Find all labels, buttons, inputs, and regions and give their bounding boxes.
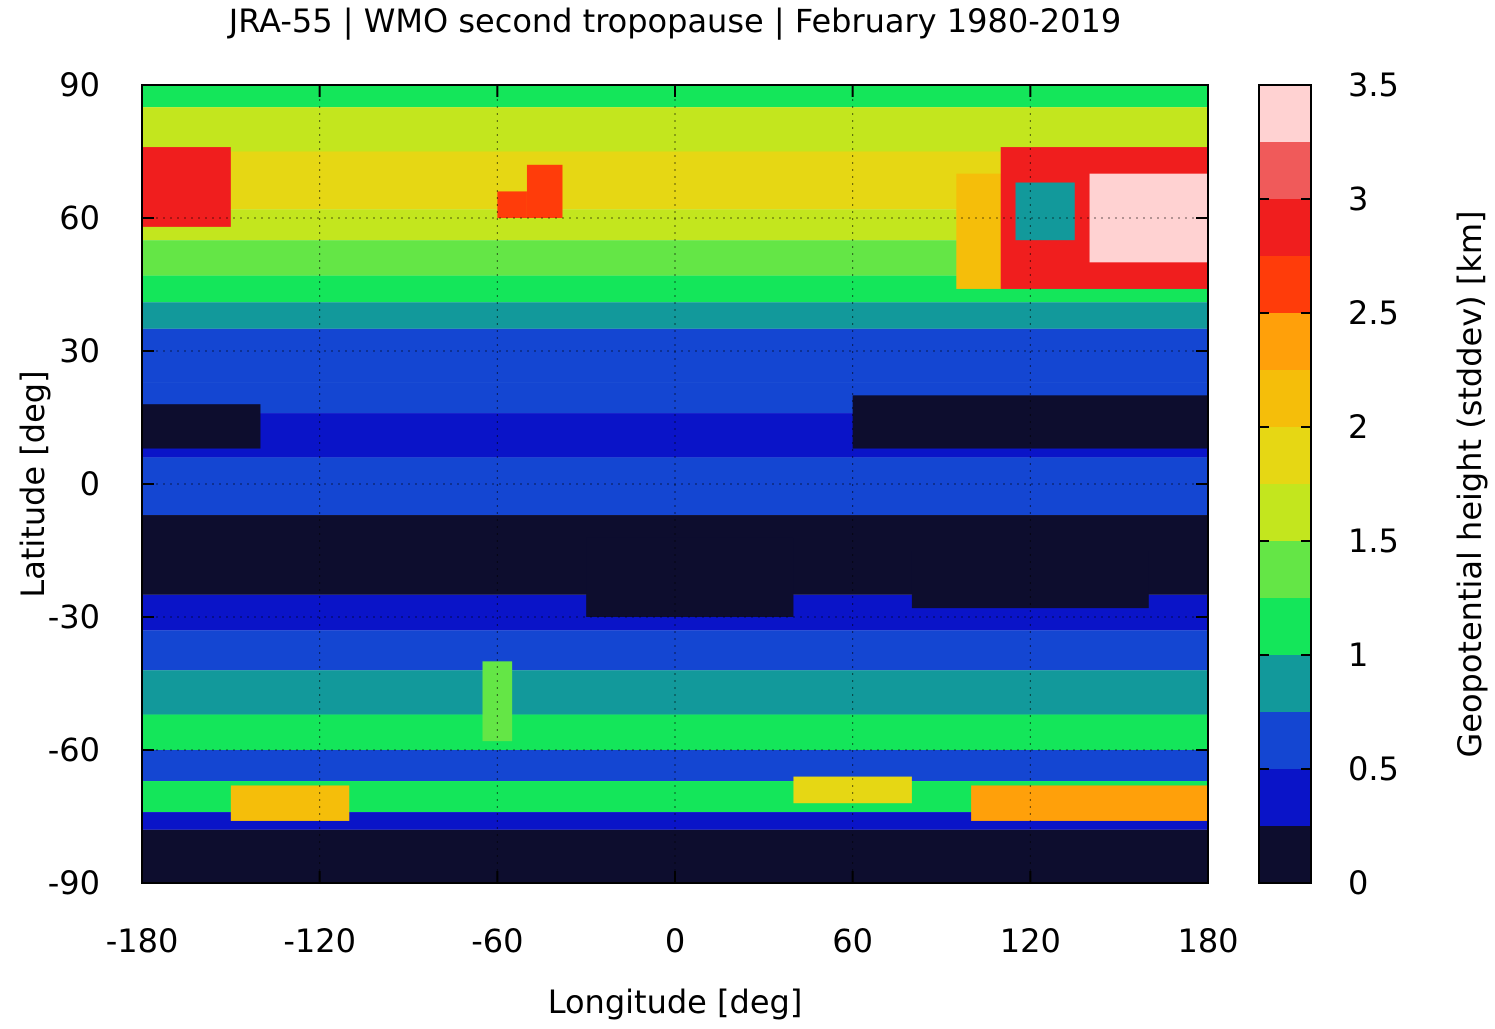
heatmap-region-9	[793, 776, 912, 804]
heatmap-region-13	[142, 404, 261, 449]
heatmap-band-7	[142, 328, 1208, 383]
colorbar-frame	[1258, 84, 1312, 884]
colorbar-swatch-0	[1259, 826, 1311, 883]
y-tick-label: 90	[59, 66, 100, 104]
colorbar-label: Geopotential height (stddev) [km]	[1451, 210, 1489, 757]
colorbar-swatch-4	[1259, 598, 1311, 655]
colorbar-swatch-12	[1259, 142, 1311, 199]
grid-lines	[142, 85, 1208, 883]
colorbar-swatch-5	[1259, 541, 1311, 598]
chart-title: JRA-55 | WMO second tropopause | Februar…	[227, 2, 1121, 40]
colorbar-swatch-13	[1259, 85, 1311, 142]
heatmap-region-8	[230, 785, 350, 821]
colorbar-swatch-8	[1259, 370, 1311, 427]
colorbar-tick-label: 1	[1348, 636, 1368, 674]
colorbar-tick-label: 2	[1348, 408, 1368, 446]
heatmap-region-2	[497, 191, 527, 218]
y-tick-label: 60	[59, 199, 100, 237]
heatmap-region-0	[142, 147, 231, 227]
colorbar	[1259, 85, 1311, 883]
colorbar-swatch-10	[1259, 256, 1311, 313]
colorbar-tick-label: 2.5	[1348, 294, 1399, 332]
x-tick-label: -120	[283, 922, 356, 960]
colorbar-swatch-2	[1259, 712, 1311, 769]
heatmap-band-14	[142, 670, 1208, 715]
x-tick-label: -60	[471, 922, 523, 960]
x-axis-ticks: -180 -120 -60 0 60 120 180	[106, 85, 1239, 960]
y-tick-label: -90	[48, 864, 100, 902]
heatmap-region-12	[911, 550, 1149, 609]
colorbar-tick-label: 3	[1348, 180, 1368, 218]
heatmap-region-6	[1015, 182, 1075, 241]
colorbar-tick-label: 0.5	[1348, 750, 1399, 788]
colorbar-swatch-6	[1259, 484, 1311, 541]
colorbar-tick-label: 1.5	[1348, 522, 1399, 560]
y-tick-label: -30	[48, 598, 100, 636]
heatmap-band-13	[142, 630, 1208, 671]
colorbar-swatch-9	[1259, 313, 1311, 370]
x-axis-label: Longitude [deg]	[548, 983, 803, 1021]
x-tick-label: 120	[1000, 922, 1061, 960]
heatmap-region-7	[971, 785, 1208, 821]
colorbar-swatch-11	[1259, 199, 1311, 256]
y-tick-label: 0	[80, 465, 100, 503]
x-tick-label: -180	[106, 922, 179, 960]
colorbar-tick-label: 3.5	[1348, 66, 1399, 104]
colorbar-tick-label: 0	[1348, 864, 1368, 902]
x-tick-label: 60	[832, 922, 873, 960]
y-axis-ticks: 90 60 30 0 -30 -60 -90	[48, 66, 1208, 902]
heatmap-region-5	[1089, 173, 1208, 263]
x-tick-label: 180	[1177, 922, 1238, 960]
heatmap-region-11	[586, 537, 794, 617]
y-axis-label: Latitude [deg]	[14, 370, 52, 597]
colorbar-ticks: 0 0.5 1 1.5 2 2.5 3 3.5	[1259, 66, 1399, 902]
colorbar-swatch-1	[1259, 769, 1311, 826]
y-tick-label: 30	[59, 332, 100, 370]
colorbar-swatch-7	[1259, 427, 1311, 484]
colorbar-swatch-3	[1259, 655, 1311, 712]
heatmap-region-1	[526, 164, 563, 218]
x-tick-label: 0	[665, 922, 685, 960]
y-tick-label: -60	[48, 731, 100, 769]
